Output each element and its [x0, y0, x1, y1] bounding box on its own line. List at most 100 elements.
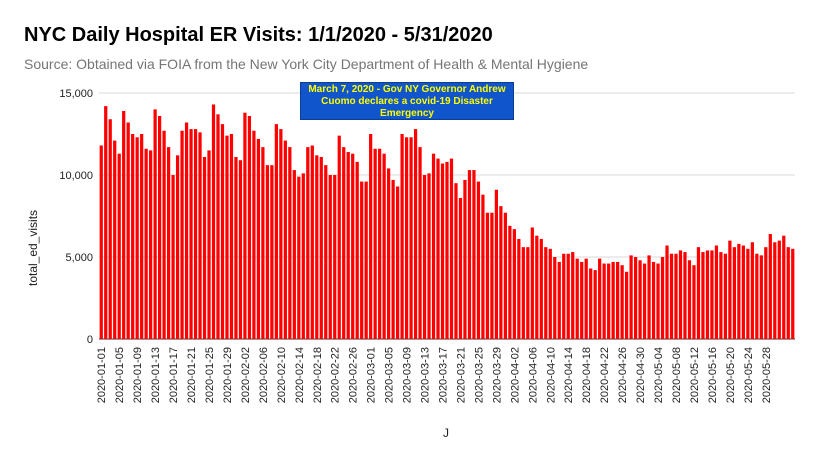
bar [530, 227, 534, 339]
bar [283, 140, 287, 339]
bar [175, 155, 180, 339]
bar [279, 129, 283, 339]
bars [99, 104, 795, 340]
bar [642, 263, 647, 339]
bar [104, 106, 108, 340]
bar [553, 257, 557, 339]
bar [180, 130, 184, 339]
bar [638, 260, 642, 339]
bar [256, 138, 261, 339]
bar [562, 253, 566, 339]
bar [755, 253, 759, 339]
bar [490, 212, 494, 339]
bar [458, 197, 463, 339]
bar [611, 261, 615, 339]
bar [625, 271, 629, 339]
x-tick-label: 2020-05-24 [743, 347, 755, 403]
bar [782, 235, 786, 339]
bar [184, 122, 189, 340]
bar [189, 129, 193, 339]
bar [454, 183, 458, 339]
bar [786, 247, 790, 339]
bar [548, 248, 552, 339]
bar [485, 212, 490, 339]
bar [373, 148, 377, 339]
bar [557, 261, 561, 339]
bar [575, 258, 579, 339]
bar [544, 247, 548, 339]
bar [292, 170, 296, 339]
bar [589, 268, 593, 339]
bar [494, 189, 499, 339]
bar [678, 250, 683, 339]
bar [476, 181, 481, 339]
bar [499, 206, 503, 339]
bar [710, 250, 714, 339]
x-tick-label: 2020-02-02 [240, 347, 252, 403]
x-tick-label: 2020-03-01 [366, 347, 378, 403]
bar [351, 153, 355, 339]
x-tick-label: 2020-01-17 [168, 347, 180, 403]
bar [481, 194, 485, 339]
bar [238, 160, 243, 339]
bar [413, 129, 418, 339]
x-tick-label: 2020-04-26 [617, 347, 629, 403]
bar [153, 109, 157, 340]
bar [270, 165, 274, 339]
bar [732, 247, 736, 339]
bar [382, 153, 386, 339]
bar [629, 255, 633, 339]
x-tick-label: 2020-01-21 [186, 347, 198, 403]
x-tick-label: 2020-03-25 [473, 347, 485, 403]
x-tick-label: 2020-02-14 [294, 347, 306, 403]
bar [247, 115, 252, 340]
bar [512, 229, 516, 339]
bar [144, 148, 148, 339]
annotation-text: March 7, 2020 - Gov NY Governor Andrew C… [308, 84, 506, 119]
bar [422, 175, 427, 339]
x-tick-label: 2020-05-08 [671, 347, 683, 403]
bar [521, 247, 525, 339]
bar [171, 175, 175, 339]
bar [117, 153, 121, 339]
x-tick-label: 2020-02-26 [348, 347, 360, 403]
x-tick-label: 2020-01-05 [114, 347, 126, 403]
bar [346, 152, 350, 339]
bar [656, 263, 660, 339]
x-tick-label: 2020-05-12 [689, 347, 701, 403]
y-tick-label: 15,000 [59, 88, 93, 100]
bar [108, 119, 112, 340]
bar [310, 145, 314, 339]
bar [364, 181, 368, 339]
bar [333, 175, 337, 339]
bar [647, 255, 651, 339]
annotation-callout: March 7, 2020 - Gov NY Governor Andrew C… [300, 82, 514, 120]
bar [436, 158, 440, 339]
x-tick-label: 2020-01-01 [96, 347, 108, 403]
bar [768, 234, 772, 339]
x-tick-label: 2020-01-09 [132, 347, 144, 403]
y-tick-label: 5,000 [65, 252, 93, 264]
bar [216, 114, 220, 339]
bar [620, 265, 624, 339]
bar [602, 263, 606, 339]
bar [387, 168, 391, 339]
bar [517, 238, 521, 339]
x-tick-label: 2020-04-10 [545, 347, 557, 403]
bar [328, 175, 332, 339]
x-tick-label: 2020-02-22 [330, 347, 342, 403]
bar [692, 265, 696, 339]
bar [288, 147, 292, 339]
bar [651, 261, 656, 339]
bar [378, 148, 382, 339]
bar [665, 245, 669, 339]
bar [306, 147, 310, 339]
x-tick-label: 2020-04-22 [599, 347, 611, 403]
x-axis-title: J [443, 426, 449, 440]
bar [723, 253, 728, 339]
x-tick-label: 2020-04-30 [635, 347, 647, 403]
bar [225, 135, 229, 339]
bar [265, 165, 269, 339]
bar [158, 115, 162, 340]
bar [131, 134, 135, 339]
